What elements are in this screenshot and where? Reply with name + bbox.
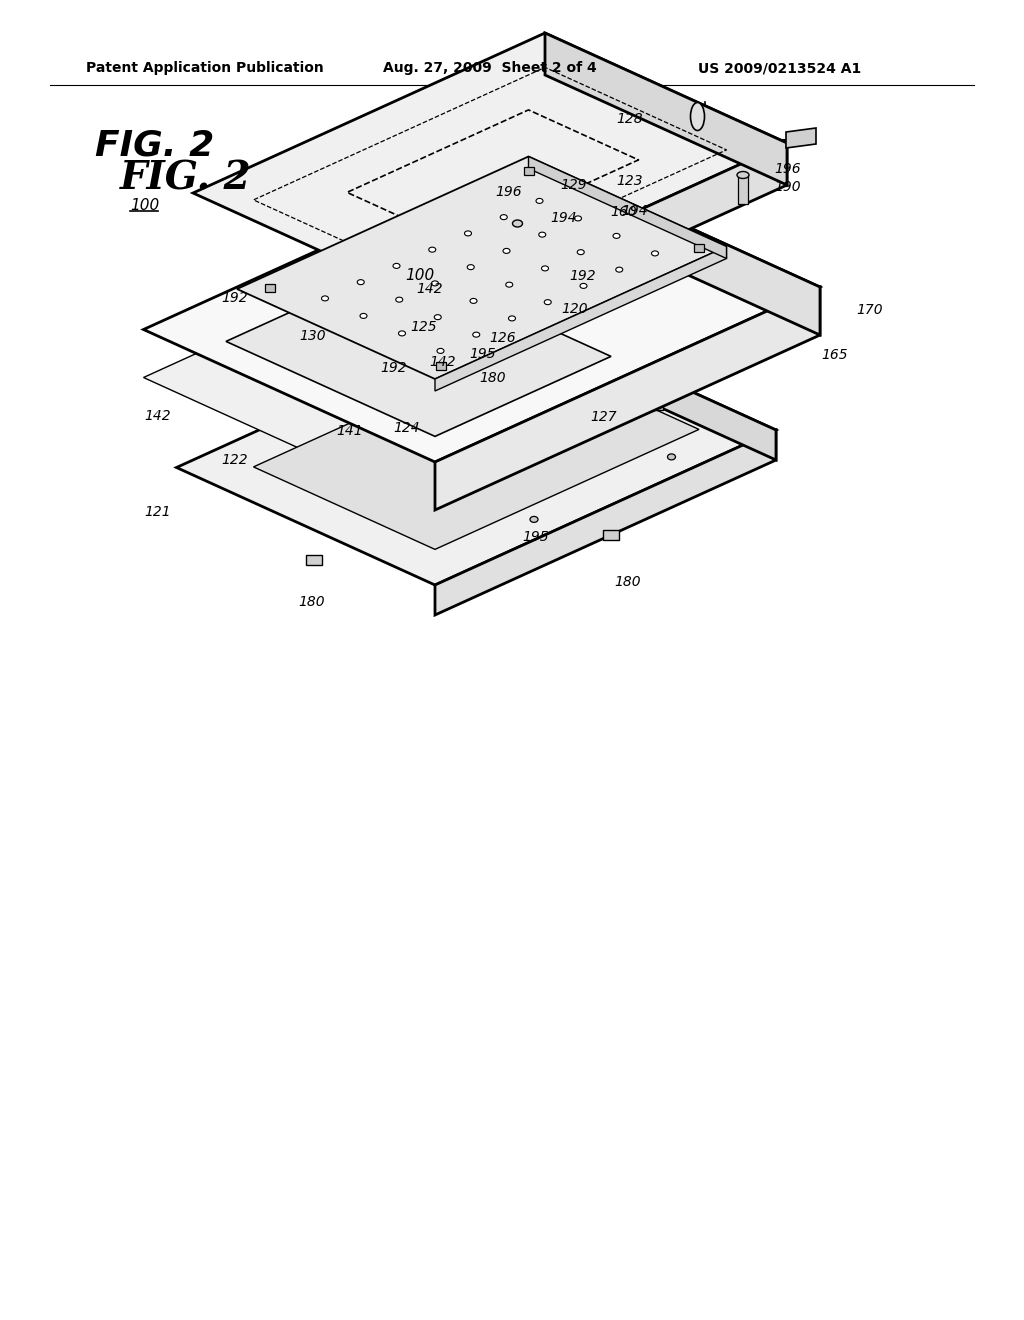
Text: 180: 180 xyxy=(298,595,325,610)
Text: 125: 125 xyxy=(410,319,436,334)
Ellipse shape xyxy=(737,172,749,178)
Polygon shape xyxy=(176,313,776,585)
Polygon shape xyxy=(254,347,699,549)
Polygon shape xyxy=(143,154,820,462)
Ellipse shape xyxy=(398,331,406,335)
Ellipse shape xyxy=(651,251,658,256)
Polygon shape xyxy=(237,157,726,379)
Ellipse shape xyxy=(431,281,438,286)
Ellipse shape xyxy=(539,232,546,238)
Ellipse shape xyxy=(574,216,582,220)
Ellipse shape xyxy=(690,103,705,131)
Text: 129: 129 xyxy=(560,178,587,191)
Polygon shape xyxy=(545,33,787,185)
Polygon shape xyxy=(193,33,787,304)
Text: FIG. 2: FIG. 2 xyxy=(95,128,215,162)
Ellipse shape xyxy=(360,313,367,318)
Ellipse shape xyxy=(530,516,538,523)
Polygon shape xyxy=(694,244,705,252)
Polygon shape xyxy=(435,362,445,370)
Polygon shape xyxy=(528,157,726,259)
Ellipse shape xyxy=(580,284,587,288)
Text: 192: 192 xyxy=(569,268,596,282)
Polygon shape xyxy=(265,284,275,293)
Polygon shape xyxy=(226,261,611,437)
Ellipse shape xyxy=(501,215,507,219)
Polygon shape xyxy=(306,554,322,565)
Ellipse shape xyxy=(467,264,474,269)
Ellipse shape xyxy=(453,358,472,366)
Text: 121: 121 xyxy=(144,506,171,520)
Ellipse shape xyxy=(613,234,620,239)
Ellipse shape xyxy=(473,333,480,337)
Text: 195: 195 xyxy=(469,347,496,362)
Ellipse shape xyxy=(395,297,402,302)
Text: 122: 122 xyxy=(221,453,248,467)
Ellipse shape xyxy=(668,454,676,459)
Polygon shape xyxy=(143,202,820,510)
Ellipse shape xyxy=(322,296,329,301)
Text: 120: 120 xyxy=(562,302,589,315)
Text: 196: 196 xyxy=(775,162,802,176)
Ellipse shape xyxy=(397,383,418,391)
Polygon shape xyxy=(603,531,618,540)
Ellipse shape xyxy=(512,220,522,227)
Text: 126: 126 xyxy=(489,330,516,345)
Text: 192: 192 xyxy=(381,360,408,375)
Polygon shape xyxy=(523,166,534,176)
Text: 123: 123 xyxy=(616,174,643,187)
Text: 194: 194 xyxy=(550,210,577,224)
Text: 124: 124 xyxy=(393,421,420,434)
Text: 142: 142 xyxy=(417,282,443,296)
Text: Patent Application Publication: Patent Application Publication xyxy=(86,61,324,75)
Ellipse shape xyxy=(470,298,477,304)
Text: 170: 170 xyxy=(857,304,884,317)
Polygon shape xyxy=(786,128,816,148)
Ellipse shape xyxy=(434,314,441,319)
Text: 195: 195 xyxy=(522,531,549,544)
Text: 180: 180 xyxy=(614,576,641,590)
Ellipse shape xyxy=(503,248,510,253)
Polygon shape xyxy=(435,430,776,615)
Text: 165: 165 xyxy=(821,348,848,362)
Ellipse shape xyxy=(578,249,585,255)
Ellipse shape xyxy=(556,227,611,261)
Text: 192: 192 xyxy=(221,290,248,305)
Ellipse shape xyxy=(615,267,623,272)
Text: 190: 190 xyxy=(775,180,802,194)
Text: 100: 100 xyxy=(406,268,434,282)
Polygon shape xyxy=(647,400,663,411)
Text: 194: 194 xyxy=(622,205,648,218)
Text: 127: 127 xyxy=(591,411,617,424)
Ellipse shape xyxy=(506,282,513,288)
Polygon shape xyxy=(528,154,820,335)
Text: 160: 160 xyxy=(610,205,637,219)
Polygon shape xyxy=(435,286,820,510)
Text: 142: 142 xyxy=(144,408,171,422)
Text: 141: 141 xyxy=(337,424,364,438)
Ellipse shape xyxy=(357,280,365,285)
Polygon shape xyxy=(435,143,787,345)
Polygon shape xyxy=(738,176,748,205)
Text: 100: 100 xyxy=(130,198,160,213)
Text: 196: 196 xyxy=(496,185,522,198)
Ellipse shape xyxy=(393,264,400,268)
Ellipse shape xyxy=(429,247,436,252)
Ellipse shape xyxy=(509,315,515,321)
Text: Aug. 27, 2009  Sheet 2 of 4: Aug. 27, 2009 Sheet 2 of 4 xyxy=(383,61,597,75)
Polygon shape xyxy=(517,313,776,459)
Text: 130: 130 xyxy=(299,330,326,343)
Ellipse shape xyxy=(465,231,471,236)
Polygon shape xyxy=(435,247,726,391)
Text: 180: 180 xyxy=(479,371,506,384)
Ellipse shape xyxy=(544,300,551,305)
Ellipse shape xyxy=(536,198,543,203)
Ellipse shape xyxy=(437,348,444,354)
Text: 142: 142 xyxy=(429,355,456,368)
Text: US 2009/0213524 A1: US 2009/0213524 A1 xyxy=(698,61,861,75)
Ellipse shape xyxy=(486,371,494,378)
Text: FIG. 2: FIG. 2 xyxy=(120,160,252,198)
Ellipse shape xyxy=(542,265,549,271)
Text: 128: 128 xyxy=(616,112,643,125)
